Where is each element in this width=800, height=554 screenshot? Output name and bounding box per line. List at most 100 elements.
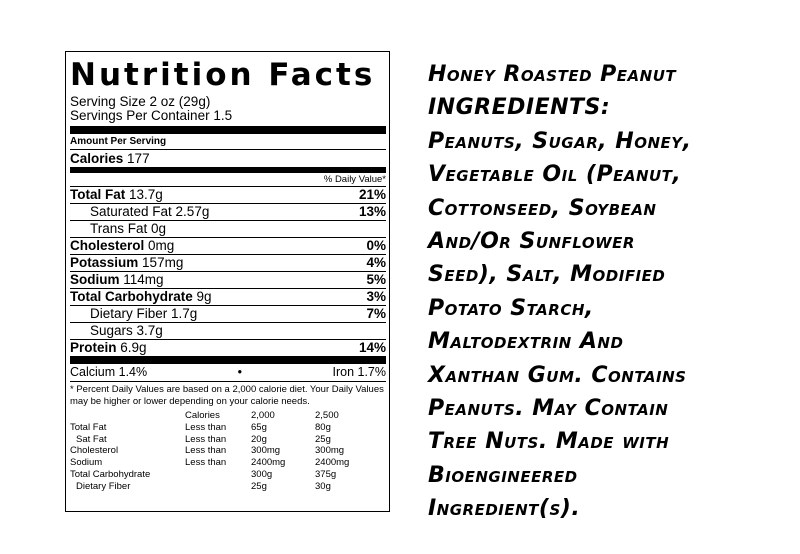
table-cell: 375g — [315, 468, 337, 480]
nutrient-label: Dietary Fiber 1.7g — [90, 306, 198, 321]
table-cell: 65g — [251, 421, 267, 433]
table-cell: Less than — [185, 445, 227, 457]
sugars-row: Sugars 3.7g — [70, 322, 386, 339]
ingredients-text: Honey Roasted Peanut INGREDIENTS: Peanut… — [428, 58, 788, 526]
table-row: Sodium Less than 2400mg 2400mg — [70, 457, 349, 469]
table-cell: 25g — [251, 480, 267, 492]
nutrient-dv: 13% — [358, 204, 386, 219]
table-cell: Sodium — [70, 457, 103, 469]
nutrient-label: Saturated Fat 2.57g — [90, 204, 210, 219]
thick-divider — [70, 126, 386, 134]
amount-per-serving: Amount Per Serving — [70, 136, 167, 147]
table-cell: 2400mg — [251, 457, 286, 469]
ingredients-line: Vegetable Oil (Peanut, — [428, 162, 682, 188]
table-cell: 300mg — [315, 445, 345, 457]
table-cell: 300mg — [251, 445, 281, 457]
ingredients-line: Potato Starch, — [428, 295, 594, 321]
footnote: * Percent Daily Values are based on a 2,… — [70, 381, 386, 493]
nutrient-amount: 9g — [196, 289, 212, 304]
calcium: Calcium 1.4% — [70, 365, 148, 379]
table-cell — [185, 481, 251, 493]
total-fat-row: Total Fat 13.7g 21% — [70, 186, 386, 203]
table-row: Total Carbohydrate 300g 375g — [70, 469, 349, 481]
ingredients-line: INGREDIENTS: — [428, 95, 611, 121]
ingredients-line: Maltodextrin And — [428, 329, 624, 355]
nutrient-dv: 5% — [366, 272, 386, 287]
ingredients-line: Seed), Salt, Modified — [428, 262, 666, 288]
ingredients-line: Tree Nuts. Made with — [428, 429, 670, 455]
nutrient-label: Trans Fat 0g — [90, 221, 167, 236]
table-cell: 2,000 — [251, 410, 275, 421]
ingredients-line: Cottonseed, Soybean — [428, 195, 657, 221]
table-cell: Calories — [185, 410, 220, 421]
total-carbohydrate-row: Total Carbohydrate 9g 3% — [70, 288, 386, 305]
ingredients-line: Bioengineered — [428, 462, 578, 488]
table-row: Total Fat Less than 65g 80g — [70, 422, 349, 434]
table-cell — [70, 410, 185, 422]
calories-label: Calories — [70, 151, 124, 166]
calories-value: 177 — [127, 151, 150, 166]
sodium-row: Sodium 114mg 5% — [70, 271, 386, 288]
daily-value-table: Calories 2,000 2,500 Total Fat Less than… — [70, 410, 349, 493]
nutrient-dv: 7% — [366, 306, 386, 321]
nutrient-amount: 0mg — [148, 238, 175, 253]
table-cell — [185, 469, 251, 481]
nutrient-dv: 4% — [366, 255, 386, 270]
thick-divider — [70, 356, 386, 364]
trans-fat-row: Trans Fat 0g — [70, 220, 386, 237]
nutrient-amount: 6.9g — [120, 340, 147, 355]
nutrient-label: Sodium — [70, 272, 120, 287]
footnote-text: * Percent Daily Values are based on a 2,… — [70, 384, 384, 407]
serving-size: Serving Size 2 oz (29g) — [70, 94, 211, 109]
table-row: Cholesterol Less than 300mg 300mg — [70, 445, 349, 457]
ingredients-line: Honey Roasted Peanut — [428, 62, 677, 87]
nutrition-facts-label: Nutrition Facts Serving Size 2 oz (29g) … — [65, 51, 390, 512]
nutrient-amount: 114mg — [123, 272, 164, 287]
table-cell: 300g — [251, 468, 273, 480]
table-cell: 2400mg — [315, 457, 350, 469]
nutrient-label: Potassium — [70, 255, 139, 270]
table-cell: 2,500 — [315, 410, 339, 421]
table-cell: Cholesterol — [70, 445, 119, 457]
nutrient-label: Total Carbohydrate — [70, 289, 193, 304]
nutrient-amount: 157mg — [142, 255, 184, 270]
daily-value-header: % Daily Value* — [70, 172, 386, 186]
table-cell: Total Fat — [70, 421, 107, 433]
ingredients-line: Xanthan Gum. Contains — [428, 362, 687, 388]
table-cell: Dietary Fiber — [76, 480, 131, 492]
table-row: Dietary Fiber 25g 30g — [70, 481, 349, 493]
table-cell: 20g — [251, 433, 267, 445]
table-cell: Sat Fat — [76, 433, 107, 445]
nutrient-amount: 13.7g — [129, 187, 163, 202]
ingredients-line: Peanuts, Sugar, Honey, — [428, 128, 692, 154]
nutrition-facts-title: Nutrition Facts — [70, 57, 376, 93]
cholesterol-row: Cholesterol 0mg 0% — [70, 237, 386, 254]
ingredients-line: Ingredient(s). — [428, 496, 581, 522]
protein-row: Protein 6.9g 14% — [70, 339, 386, 356]
nutrient-label: Cholesterol — [70, 238, 145, 253]
table-row: Sat Fat Less than 20g 25g — [70, 434, 349, 446]
ingredients-line: Peanuts. May Contain — [428, 396, 669, 422]
nutrient-dv: 14% — [358, 340, 386, 355]
nutrient-dv: 21% — [358, 187, 386, 202]
potassium-row: Potassium 157mg 4% — [70, 254, 386, 271]
ingredients-line: And/Or Sunflower — [428, 229, 635, 255]
dietary-fiber-row: Dietary Fiber 1.7g 7% — [70, 305, 386, 322]
saturated-fat-row: Saturated Fat 2.57g 13% — [70, 203, 386, 220]
nutrient-label: Protein — [70, 340, 117, 355]
bullet: • — [237, 365, 242, 379]
table-cell: Less than — [185, 421, 227, 433]
nutrient-label: Sugars 3.7g — [90, 323, 163, 338]
table-cell: 30g — [315, 480, 331, 492]
nutrient-label: Total Fat — [70, 187, 126, 202]
servings-per-container: Servings Per Container 1.5 — [70, 108, 233, 123]
calories-row: Calories 177 — [70, 149, 386, 167]
table-cell: Less than — [185, 433, 227, 445]
vitamins-row: Calcium 1.4% • Iron 1.7% — [70, 364, 386, 381]
nutrient-dv: 3% — [366, 289, 386, 304]
table-cell: 80g — [315, 421, 331, 433]
nutrient-dv: 0% — [366, 238, 386, 253]
table-cell: 25g — [315, 433, 331, 445]
table-header-row: Calories 2,000 2,500 — [70, 410, 349, 422]
iron: Iron 1.7% — [332, 365, 386, 379]
